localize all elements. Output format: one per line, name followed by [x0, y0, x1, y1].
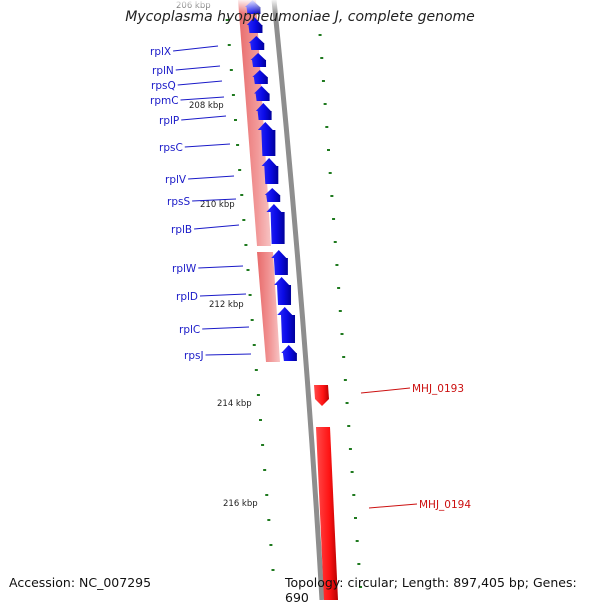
topology-summary: Topology: circular; Length: 897,405 bp; … [285, 575, 577, 605]
leader-line [181, 115, 227, 121]
tick-label: 208 kbp [189, 101, 224, 111]
reverse-gene-arrow[interactable] [257, 122, 276, 156]
tick-label: 214 kbp [217, 399, 252, 409]
reverse-gene-arrow[interactable] [281, 345, 297, 361]
gene-label[interactable]: MHJ_0194 [419, 499, 471, 511]
gene-labels: rplX rplN rpsQ rpmC rplP rpsC rplV rpsS rplB rplW… [150, 45, 471, 511]
gene-label[interactable]: rplX [150, 46, 171, 58]
reverse-gene-arrow[interactable] [274, 277, 292, 305]
leader-line [198, 265, 244, 269]
reverse-gene-arrow[interactable] [271, 250, 288, 275]
reverse-gene-arrow[interactable] [248, 36, 265, 50]
accession-text: Accession: NC_007295 [9, 575, 152, 590]
reverse-gene-arrow[interactable] [252, 70, 268, 84]
reverse-gene-arrow[interactable] [266, 204, 285, 244]
reverse-gene-arrow[interactable] [246, 17, 263, 33]
leader-line [177, 80, 223, 86]
tick-label: 216 kbp [223, 499, 258, 509]
leader-line [180, 96, 225, 101]
gene-label[interactable]: rplP [159, 115, 179, 127]
gene-MHJ_0193-arrow[interactable] [314, 385, 329, 406]
gene-label[interactable]: rpsJ [184, 350, 204, 362]
gene-label[interactable]: rplW [172, 263, 197, 275]
gene-MHJ_0194-arrow[interactable] [316, 427, 338, 600]
gene-label[interactable]: rpsS [167, 196, 190, 208]
tick-label: 212 kbp [209, 300, 244, 310]
genome-backbone [271, 0, 325, 600]
leader-line [188, 175, 235, 180]
rna-band [238, 0, 280, 362]
gene-label[interactable]: rpmC [150, 95, 179, 107]
gc-skew-ticks [225, 19, 363, 588]
leader-line [360, 387, 411, 394]
leader-line [173, 45, 219, 52]
reverse-gene-arrow[interactable] [254, 86, 270, 101]
leader-line [175, 65, 221, 71]
gene-label[interactable]: MHJ_0193 [412, 383, 464, 395]
reverse-gene-arrow[interactable] [250, 53, 267, 67]
reverse-gene-arrow[interactable] [277, 307, 296, 343]
reverse-gene-arrow[interactable] [255, 103, 272, 120]
forward-strand-genes [314, 385, 338, 600]
genome-title: Mycoplasma hyopneumoniae J, complete gen… [125, 9, 475, 25]
gene-label[interactable]: rplC [179, 324, 200, 336]
reverse-strand-genes [245, 0, 297, 361]
leader-line [194, 224, 240, 230]
gene-label[interactable]: rplB [171, 224, 192, 236]
gene-label[interactable]: rplD [176, 291, 198, 303]
gene-label[interactable]: rpsC [159, 142, 183, 154]
gene-label[interactable]: rplN [152, 65, 174, 77]
gene-label[interactable]: rpsQ [151, 80, 176, 92]
leader-line [192, 198, 237, 202]
reverse-gene-arrow[interactable] [264, 188, 281, 202]
leader-line [368, 503, 418, 509]
leader-line [199, 293, 247, 297]
tick-label: 210 kbp [200, 200, 235, 210]
leader-line [184, 143, 231, 148]
leader-line [202, 326, 250, 330]
reverse-gene-arrow[interactable] [261, 158, 279, 184]
leader-line [205, 353, 252, 356]
top-fade [150, 0, 350, 14]
gene-label[interactable]: rplV [165, 174, 187, 186]
